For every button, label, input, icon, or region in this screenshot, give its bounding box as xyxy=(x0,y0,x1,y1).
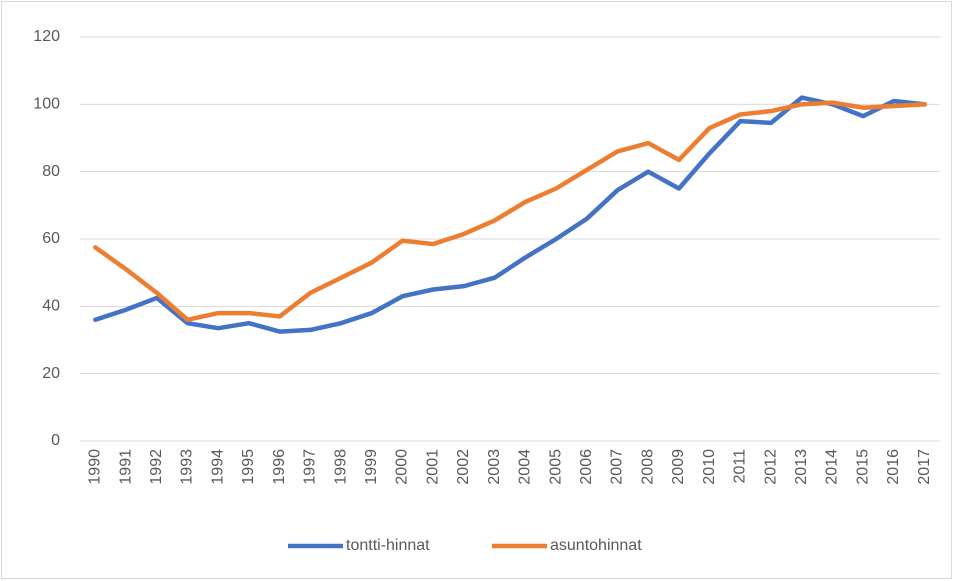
y-tick-label: 100 xyxy=(33,96,60,113)
line-series xyxy=(93,95,927,334)
x-tick-label: 2005 xyxy=(547,449,564,485)
x-tick-label: 2010 xyxy=(701,449,718,485)
x-tick-label: 2014 xyxy=(824,449,841,485)
x-tick-label: 2000 xyxy=(394,449,411,485)
x-tick-label: 1995 xyxy=(240,449,257,485)
y-tick-label: 60 xyxy=(42,230,60,247)
y-tick-label: 80 xyxy=(42,163,60,180)
legend-label: asuntohinnat xyxy=(550,537,642,554)
x-tick-label: 1999 xyxy=(363,449,380,485)
x-tick-label: 1994 xyxy=(209,449,226,485)
x-tick-label: 1996 xyxy=(271,449,288,485)
x-tick-label: 2006 xyxy=(578,449,595,485)
x-tick-label: 2012 xyxy=(762,449,779,485)
x-tick-label: 2011 xyxy=(732,449,749,484)
x-tick-label: 2016 xyxy=(885,449,902,485)
x-tick-label: 1992 xyxy=(148,449,165,485)
x-tick-label: 2009 xyxy=(670,449,687,485)
x-tick-label: 2008 xyxy=(639,449,656,485)
x-tick-label: 1990 xyxy=(87,449,104,485)
x-tick-label: 2007 xyxy=(609,449,626,485)
x-tick-label: 1991 xyxy=(117,449,134,485)
y-tick-label: 20 xyxy=(42,365,60,382)
x-tick-label: 1997 xyxy=(302,449,319,485)
x-tick-label: 1998 xyxy=(332,449,349,485)
x-tick-label: 2017 xyxy=(916,449,933,485)
x-tick-label: 2004 xyxy=(517,449,534,485)
legend-label: tontti-hinnat xyxy=(346,537,430,554)
x-tick-label: 2015 xyxy=(854,449,871,485)
y-tick-label: 40 xyxy=(42,298,60,315)
x-tick-label: 2002 xyxy=(455,449,472,485)
x-tick-label: 2013 xyxy=(793,449,810,485)
y-tick-label: 0 xyxy=(51,432,60,449)
y-tick-label: 120 xyxy=(33,28,60,45)
line-series xyxy=(93,100,927,323)
x-tick-label: 2003 xyxy=(486,449,503,485)
x-tick-label: 1993 xyxy=(179,449,196,485)
x-tick-label: 2001 xyxy=(424,449,441,485)
